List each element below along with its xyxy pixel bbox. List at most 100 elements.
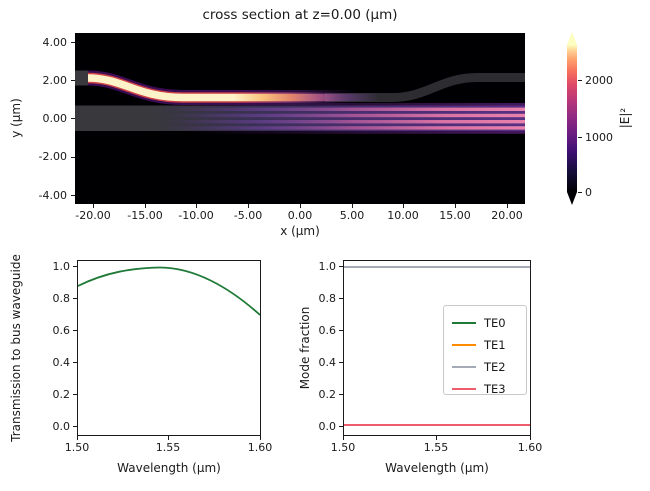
trans-ytick-mark xyxy=(73,362,77,363)
mode-axes: TE0 TE1 TE2 TE3 xyxy=(343,260,531,436)
input-waveguide-stub xyxy=(75,70,88,86)
mode-legend: TE0 TE1 TE2 TE3 xyxy=(443,305,527,396)
legend-line-te1 xyxy=(452,343,476,347)
field-ytick-mark xyxy=(71,42,75,43)
mode-ytick-mark xyxy=(339,330,343,331)
colorbar-tick-label: 2000 xyxy=(585,74,613,87)
colorbar-tick-mark xyxy=(578,137,582,138)
legend-row-te1: TE1 xyxy=(452,334,518,356)
field-xtick-label: -5.00 xyxy=(233,209,263,222)
field-xtick-mark xyxy=(145,204,146,208)
field-ytick-mark xyxy=(71,118,75,119)
field-ytick-mark xyxy=(71,80,75,81)
legend-row-te0: TE0 xyxy=(452,312,518,334)
trans-xtick-label: 1.60 xyxy=(247,441,273,454)
field-ytick-mark xyxy=(71,195,75,196)
trans-ytick-mark xyxy=(73,330,77,331)
mode-ytick-label: 0.0 xyxy=(318,420,337,433)
mode-xtick-label: 1.60 xyxy=(517,441,543,454)
trans-ytick-label: 0.6 xyxy=(52,324,71,337)
trans-ytick-label: 0.8 xyxy=(52,292,71,305)
colorbar-arrow-bottom xyxy=(567,192,577,205)
input-waveguide-field xyxy=(87,70,377,105)
field-heatmap xyxy=(75,33,525,204)
colorbar-tick-label: 1000 xyxy=(585,131,613,144)
field-plot-axes xyxy=(75,33,525,204)
colorbar-tick-label: 0 xyxy=(585,186,592,199)
mode-xtick-label: 1.50 xyxy=(330,441,356,454)
mode-xtick-mark xyxy=(343,436,344,440)
field-ytick-label: 4.00 xyxy=(42,36,68,49)
field-xtick-label: 0.00 xyxy=(287,209,313,222)
field-xtick-label: 10.00 xyxy=(387,209,419,222)
transmission-axes xyxy=(77,260,261,436)
trans-ytick-label: 1.0 xyxy=(52,260,71,273)
trans-ytick-label: 0.4 xyxy=(52,356,71,369)
field-xtick-mark xyxy=(352,204,353,208)
trans-ytick-mark xyxy=(73,266,77,267)
trans-ytick-mark xyxy=(73,394,77,395)
mode-ytick-label: 0.6 xyxy=(318,324,337,337)
mode-ytick-label: 0.8 xyxy=(318,292,337,305)
legend-line-te0 xyxy=(452,321,476,325)
field-xtick-mark xyxy=(403,204,404,208)
field-xlabel: x (μm) xyxy=(280,224,320,238)
legend-label-te2: TE2 xyxy=(484,360,506,374)
colorbar-tick-mark xyxy=(578,80,582,81)
mode-xtick-label: 1.55 xyxy=(423,441,449,454)
field-ytick-label: 0.00 xyxy=(42,112,68,125)
field-ytick-label: -2.00 xyxy=(38,150,67,163)
field-ylabel: y (μm) xyxy=(9,98,23,138)
output-s-bend-waveguide xyxy=(325,73,525,102)
field-xtick-mark xyxy=(507,204,508,208)
bus-mode-stripes xyxy=(75,107,525,130)
legend-label-te3: TE3 xyxy=(484,382,506,396)
mode-ytick-mark xyxy=(339,394,343,395)
trans-xtick-label: 1.50 xyxy=(64,441,90,454)
field-xtick-mark xyxy=(248,204,249,208)
field-xtick-label: -15.00 xyxy=(127,209,163,222)
transmission-curve-svg xyxy=(77,266,261,316)
legend-line-te2 xyxy=(452,365,476,369)
trans-ytick-label: 0.0 xyxy=(52,420,71,433)
colorbar xyxy=(567,45,577,192)
colorbar-label: |E|² xyxy=(618,107,632,129)
trans-xtick-mark xyxy=(168,436,169,440)
trans-xlabel: Wavelength (μm) xyxy=(117,461,221,475)
mode-ytick-label: 0.2 xyxy=(318,388,337,401)
mode-xtick-mark xyxy=(530,436,531,440)
te3-line xyxy=(344,424,530,426)
mode-ytick-label: 0.4 xyxy=(318,356,337,369)
mode-ytick-mark xyxy=(339,362,343,363)
legend-label-te1: TE1 xyxy=(484,338,506,352)
colorbar-tick-mark xyxy=(578,192,582,193)
bus-edge-glow-bottom xyxy=(75,131,525,134)
figure-title: cross section at z=0.00 (μm) xyxy=(202,7,398,23)
trans-ytick-label: 0.2 xyxy=(52,388,71,401)
field-xtick-mark xyxy=(196,204,197,208)
field-xtick-label: 15.00 xyxy=(439,209,471,222)
legend-label-te0: TE0 xyxy=(484,316,506,330)
field-ytick-label: 2.00 xyxy=(42,74,68,87)
mode-ytick-mark xyxy=(339,266,343,267)
legend-line-te3 xyxy=(452,387,476,391)
field-xtick-label: -10.00 xyxy=(178,209,214,222)
field-xtick-label: 20.00 xyxy=(491,209,523,222)
field-xtick-label: -20.00 xyxy=(75,209,111,222)
trans-xtick-mark xyxy=(260,436,261,440)
mode-ytick-label: 1.0 xyxy=(318,260,337,273)
mode-xtick-mark xyxy=(436,436,437,440)
field-xtick-mark xyxy=(93,204,94,208)
colorbar-arrow-top xyxy=(567,32,577,45)
trans-xtick-label: 1.55 xyxy=(155,441,181,454)
field-xtick-label: 5.00 xyxy=(339,209,365,222)
legend-row-te2: TE2 xyxy=(452,356,518,378)
trans-ylabel: Transmission to bus waveguide xyxy=(9,254,23,442)
mode-xlabel: Wavelength (μm) xyxy=(385,461,489,475)
mode-ytick-mark xyxy=(339,298,343,299)
trans-xtick-mark xyxy=(77,436,78,440)
mode-ytick-mark xyxy=(339,426,343,427)
te2-line xyxy=(344,266,530,268)
transmission-curve xyxy=(77,266,261,316)
field-ytick-mark xyxy=(71,157,75,158)
